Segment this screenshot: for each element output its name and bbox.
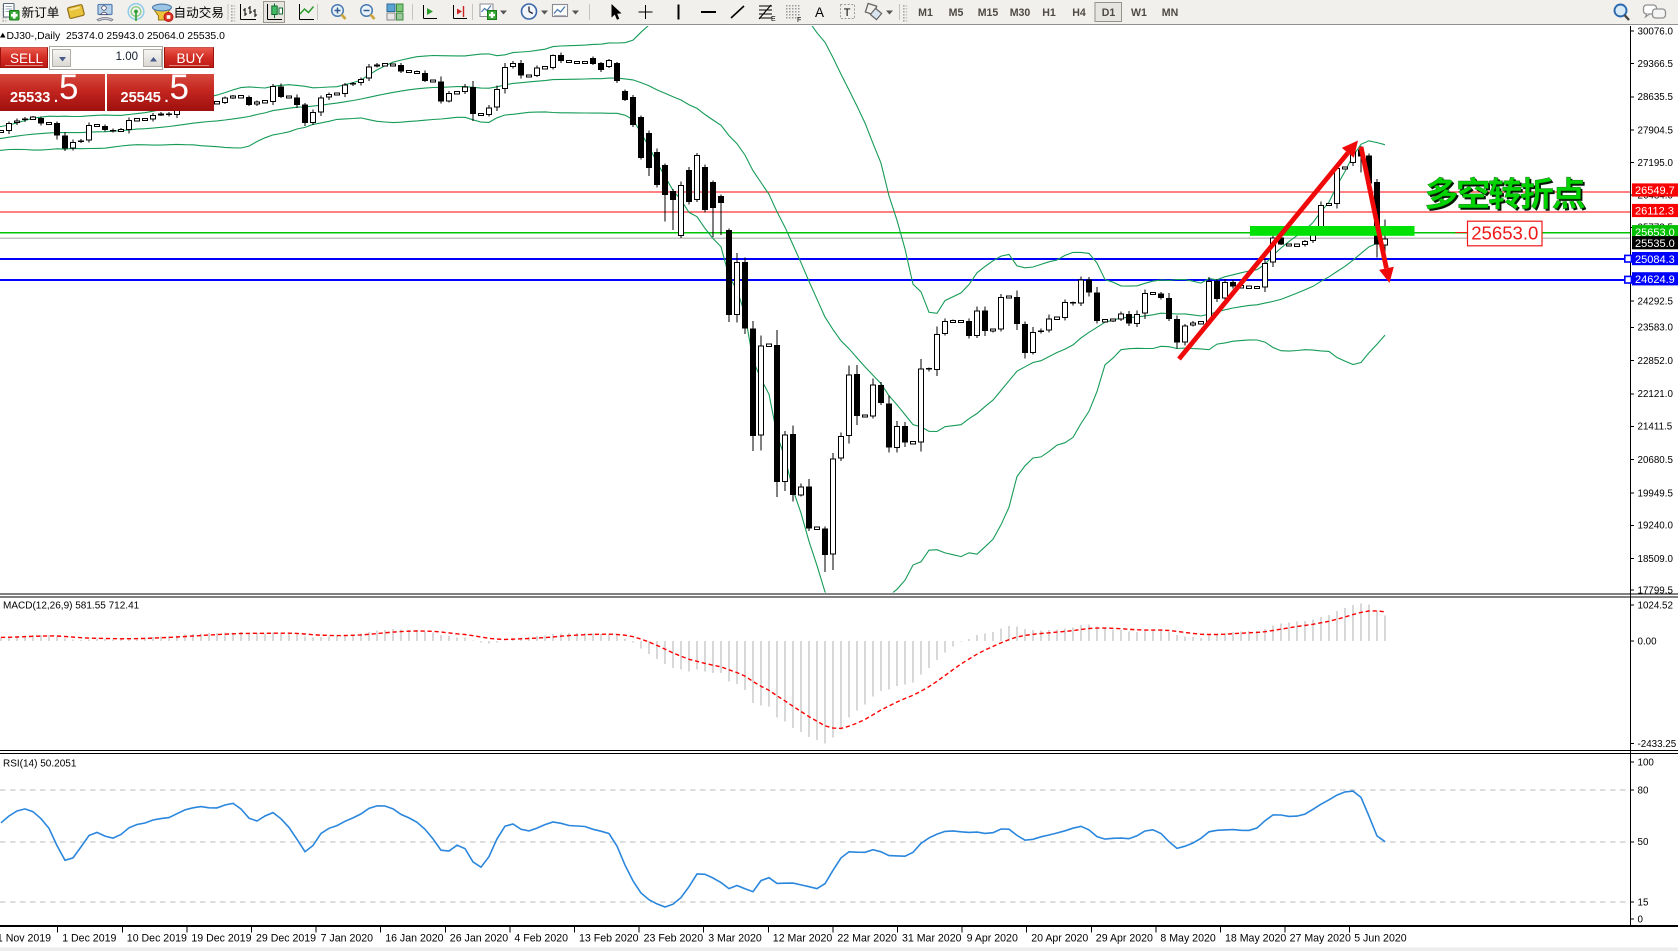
svg-text:26 Jan 2020: 26 Jan 2020 <box>450 933 508 945</box>
svg-text:20 Apr 2020: 20 Apr 2020 <box>1031 933 1088 945</box>
svg-text:E: E <box>771 16 776 23</box>
svg-text:MACD(12,26,9) 581.55 712.41: MACD(12,26,9) 581.55 712.41 <box>3 601 140 612</box>
svg-text:29 Apr 2020: 29 Apr 2020 <box>1096 933 1153 945</box>
svg-text:A: A <box>815 5 824 20</box>
svg-text:M15: M15 <box>978 7 999 19</box>
svg-text:0.00: 0.00 <box>1638 636 1658 647</box>
svg-text:19 Dec 2019: 19 Dec 2019 <box>191 933 251 945</box>
svg-text:30076.0: 30076.0 <box>1638 27 1674 38</box>
svg-text:29 Dec 2019: 29 Dec 2019 <box>256 933 316 945</box>
svg-text:MN: MN <box>1162 7 1178 19</box>
svg-text:17799.5: 17799.5 <box>1638 585 1674 596</box>
svg-text:1024.52: 1024.52 <box>1638 600 1673 611</box>
svg-text:F: F <box>797 17 801 24</box>
svg-text:27904.5: 27904.5 <box>1638 126 1674 137</box>
svg-text:7 Jan 2020: 7 Jan 2020 <box>321 933 374 945</box>
svg-text:1 Dec 2019: 1 Dec 2019 <box>62 933 116 945</box>
svg-text:25653.0: 25653.0 <box>1471 223 1538 244</box>
svg-text:27195.0: 27195.0 <box>1638 158 1674 169</box>
svg-text:22121.0: 22121.0 <box>1638 389 1674 400</box>
svg-text:9 Apr 2020: 9 Apr 2020 <box>967 933 1018 945</box>
svg-text:27 May 2020: 27 May 2020 <box>1290 933 1351 945</box>
svg-text:W1: W1 <box>1131 7 1147 19</box>
svg-text:23 Feb 2020: 23 Feb 2020 <box>644 933 704 945</box>
svg-text:16 Jan 2020: 16 Jan 2020 <box>385 933 443 945</box>
svg-text:25535.0: 25535.0 <box>1635 238 1675 250</box>
svg-text:21 Nov 2019: 21 Nov 2019 <box>0 933 51 945</box>
svg-text:23583.0: 23583.0 <box>1638 323 1674 334</box>
svg-text:0: 0 <box>1638 914 1644 925</box>
svg-text:25653.0: 25653.0 <box>1635 227 1675 239</box>
svg-text:31 Mar 2020: 31 Mar 2020 <box>902 933 962 945</box>
svg-text:5 Jun 2020: 5 Jun 2020 <box>1354 933 1407 945</box>
svg-text:-2433.25: -2433.25 <box>1638 739 1677 750</box>
svg-text:80: 80 <box>1638 785 1649 796</box>
svg-text:26549.7: 26549.7 <box>1635 185 1675 197</box>
svg-text:24292.5: 24292.5 <box>1638 296 1674 307</box>
svg-text:19240.0: 19240.0 <box>1638 521 1674 532</box>
svg-text:22852.0: 22852.0 <box>1638 356 1674 367</box>
svg-text:18509.0: 18509.0 <box>1638 554 1674 565</box>
svg-text:H1: H1 <box>1042 7 1056 19</box>
svg-text:D1: D1 <box>1102 7 1116 19</box>
svg-text:26112.3: 26112.3 <box>1635 206 1674 218</box>
svg-text:12 Mar 2020: 12 Mar 2020 <box>773 933 833 945</box>
svg-text:3 Mar 2020: 3 Mar 2020 <box>708 933 762 945</box>
svg-text:13 Feb 2020: 13 Feb 2020 <box>579 933 639 945</box>
svg-text:21411.5: 21411.5 <box>1638 422 1673 433</box>
svg-text:M1: M1 <box>918 7 933 19</box>
svg-text:T: T <box>844 7 851 19</box>
svg-text:RSI(14) 50.2051: RSI(14) 50.2051 <box>3 759 77 770</box>
svg-text:18 May 2020: 18 May 2020 <box>1225 933 1286 945</box>
svg-text:22 Mar 2020: 22 Mar 2020 <box>837 933 897 945</box>
svg-text:19949.5: 19949.5 <box>1638 488 1674 499</box>
svg-text:25084.3: 25084.3 <box>1635 254 1675 266</box>
svg-text:M30: M30 <box>1010 7 1031 19</box>
svg-text:20680.5: 20680.5 <box>1638 455 1674 466</box>
svg-text:8 May 2020: 8 May 2020 <box>1160 933 1215 945</box>
svg-text:H4: H4 <box>1072 7 1086 19</box>
svg-text:M5: M5 <box>949 7 964 19</box>
svg-text:4 Feb 2020: 4 Feb 2020 <box>514 933 568 945</box>
svg-text:15: 15 <box>1638 898 1649 909</box>
svg-text:28635.5: 28635.5 <box>1638 92 1674 103</box>
svg-text:100: 100 <box>1638 757 1655 768</box>
svg-text:29366.5: 29366.5 <box>1638 59 1674 70</box>
svg-text:24624.9: 24624.9 <box>1635 274 1675 286</box>
svg-text:50: 50 <box>1638 837 1649 848</box>
svg-text:10 Dec 2019: 10 Dec 2019 <box>127 933 187 945</box>
